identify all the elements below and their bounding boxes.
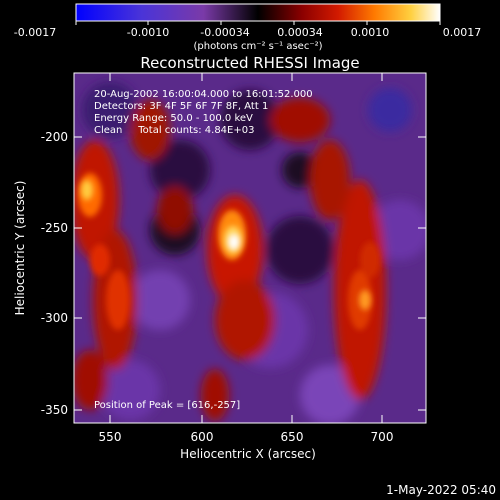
- y-tick-label: -300: [41, 311, 68, 325]
- solar-image: [74, 73, 426, 423]
- colorbar-tick-label: -0.0017: [14, 26, 56, 39]
- annotation-peak: Position of Peak = [616,-257]: [94, 400, 240, 411]
- colorbar-tick-label: 0.0017: [443, 26, 482, 39]
- footer-date: 1-May-2022 05:40: [386, 483, 496, 497]
- y-tick-label: -200: [41, 130, 68, 144]
- x-tick-label: 650: [281, 430, 304, 444]
- x-axis-ticks: [109, 73, 383, 423]
- x-axis-label: Heliocentric X (arcsec): [180, 447, 316, 461]
- annotation-clean: Clean Total counts: 4.84E+03: [94, 125, 254, 136]
- y-tick-label: -350: [41, 403, 68, 417]
- annotation-energy: Energy Range: 50.0 - 100.0 keV: [94, 113, 253, 124]
- colorbar-unit-label: (photons cm⁻² s⁻¹ asec⁻²): [193, 41, 322, 52]
- colorbar-tick-label: 0.00034: [277, 26, 323, 39]
- colorbar: -0.0017 -0.0010 -0.00034 0.00034 0.0010 …: [14, 3, 482, 52]
- annotation-detectors: Detectors: 3F 4F 5F 6F 7F 8F, Att 1: [94, 101, 268, 112]
- x-tick-label: 700: [371, 430, 394, 444]
- colorbar-tick-label: -0.0010: [127, 26, 169, 39]
- annotation-time-range: 20-Aug-2002 16:00:04.000 to 16:01:52.000: [94, 89, 313, 100]
- colorbar-gradient: [75, 3, 441, 22]
- plot-frame: [73, 72, 427, 424]
- colorbar-tick-label: 0.0010: [351, 26, 390, 39]
- y-axis-ticks: [74, 136, 426, 411]
- colorbar-ticks: [75, 21, 441, 25]
- x-tick-label: 550: [99, 430, 122, 444]
- colorbar-tick-label: -0.00034: [200, 26, 249, 39]
- plot-title: Reconstructed RHESSI Image: [140, 54, 359, 72]
- x-tick-label: 600: [191, 430, 214, 444]
- y-tick-label: -250: [41, 221, 68, 235]
- y-axis-label: Heliocentric Y (arcsec): [13, 181, 27, 316]
